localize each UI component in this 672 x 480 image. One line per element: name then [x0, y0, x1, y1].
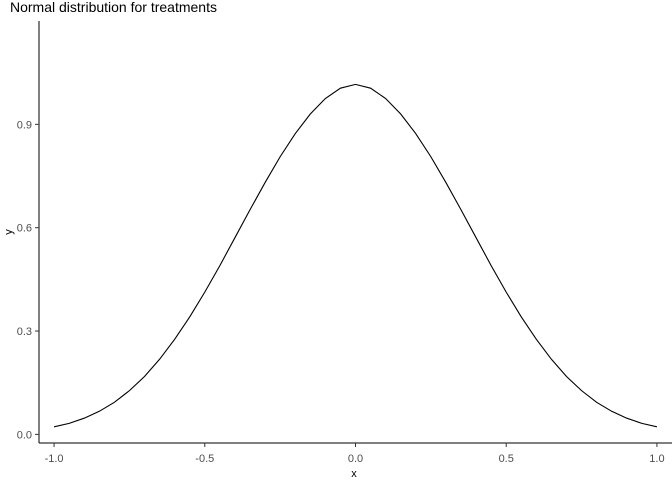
y-tick-label: 0.0 — [17, 429, 32, 441]
y-tick-label: 0.3 — [17, 326, 32, 338]
series-line — [53, 83, 658, 428]
x-axis-title: x — [351, 468, 357, 480]
x-tick-label: 0.5 — [499, 453, 514, 465]
chart-title: Normal distribution for treatments — [10, 0, 217, 15]
x-tick-label: -0.5 — [195, 453, 214, 465]
x-tick-label: -1.0 — [45, 453, 64, 465]
y-axis-title: y — [3, 229, 15, 235]
y-tick-label: 0.9 — [17, 119, 32, 131]
x-tick-label: 0.0 — [348, 453, 363, 465]
x-tick-label: 1.0 — [649, 453, 664, 465]
y-tick-label: 0.6 — [17, 223, 32, 235]
